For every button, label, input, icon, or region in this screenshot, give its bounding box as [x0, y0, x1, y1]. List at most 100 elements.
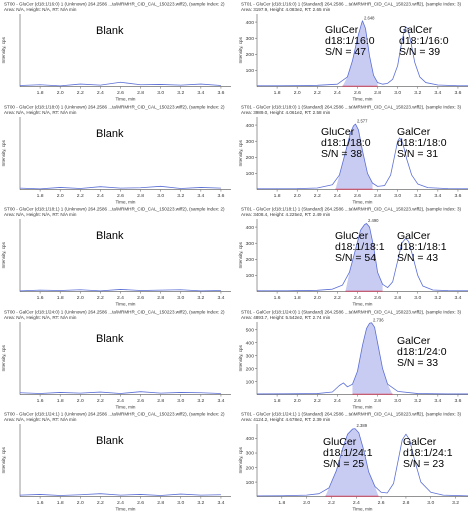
compound-annotation: GalCer	[397, 231, 431, 242]
x-tick-label: 1.6	[274, 295, 281, 301]
compound-annotation: GluCer	[321, 127, 355, 138]
x-tick-label: 2.4	[354, 295, 361, 301]
x-tick-label: 3.6	[454, 398, 461, 404]
integrated-peak-area	[325, 429, 379, 497]
chromatogram-svg: ST00 - GluCer (d18:1/18:0) 1 (Unknown) 2…	[1, 104, 231, 204]
blank-label: Blank	[96, 230, 124, 242]
x-tick-label: 3.2	[434, 295, 441, 301]
y-tick-label: 100	[246, 480, 255, 486]
chromatogram-panel-sample-2: ST01 - GluCer (d18:1/18:1) 1 (Standard) …	[237, 205, 474, 307]
y-tick-label: 200	[246, 366, 255, 372]
x-axis-label: Time, min	[353, 199, 373, 204]
y-tick-label: 300	[246, 138, 255, 144]
chromatogram-svg: ST00 - GalCer (d18:1/24:0) 1 (Unknown) 2…	[1, 309, 231, 409]
peak-rt-label: 2.648	[364, 15, 375, 20]
panel-header-line2: Area: 3989.0, Height: 4.061e2, RT: 2.58 …	[241, 110, 331, 115]
x-tick-label: 2.2	[314, 90, 321, 96]
x-tick-label: 2.6	[117, 193, 124, 199]
blank-label: Blank	[96, 25, 124, 37]
chromatogram-panel-sample-4: ST01 - GluCer (d18:1/24:1) 1 (Standard) …	[237, 410, 474, 512]
x-tick-label: 3.0	[157, 90, 164, 96]
panel-header-line2: Area: N/A, Height: N/A, RT: N/A min	[4, 110, 77, 115]
x-tick-label: 1.8	[274, 193, 281, 199]
x-tick-label: 2.6	[378, 500, 385, 506]
x-axis-label: Time, min	[353, 507, 373, 512]
y-tick-label: 400	[246, 20, 255, 26]
x-tick-label: 3.6	[217, 90, 224, 96]
x-tick-label: 2.4	[97, 193, 104, 199]
y-tick-label: 400	[246, 340, 255, 346]
x-tick-label: 2.8	[374, 90, 381, 96]
x-tick-label: 3.2	[452, 500, 459, 506]
x-tick-label: 2.4	[334, 398, 341, 404]
y-tick-label: 100	[246, 68, 255, 74]
x-tick-label: 3.4	[434, 193, 441, 199]
y-tick-label: 100	[246, 273, 255, 279]
x-tick-label: 3.2	[197, 295, 204, 301]
chromatogram-trace	[257, 20, 468, 87]
y-tick-label: 400	[246, 122, 255, 128]
x-axis-label: Time, min	[353, 404, 373, 409]
integrated-peak-area	[342, 20, 378, 87]
y-tick-label: 200	[246, 52, 255, 58]
chromatogram-svg: ST00 - GluCer (d18:1/16:0) 1 (Unknown) 2…	[1, 1, 231, 102]
compound-annotation: S/N = 43	[397, 253, 438, 264]
y-tick-label: 500	[246, 327, 255, 333]
x-tick-label: 2.8	[402, 500, 409, 506]
y-axis-label: Intensity, cps	[238, 447, 243, 474]
x-tick-label: 3.4	[197, 193, 204, 199]
chromatogram-panel-blank-4: ST00 - GluCer (d18:1/24:1) 1 (Unknown) 2…	[0, 410, 237, 512]
x-tick-label: 3.6	[454, 193, 461, 199]
x-axis-label: Time, min	[353, 302, 373, 307]
x-tick-label: 2.2	[77, 193, 84, 199]
y-axis-label: Intensity, cps	[238, 344, 243, 371]
compound-annotation: d18:1/18:0	[397, 138, 447, 149]
y-tick-label: 200	[246, 155, 255, 161]
x-axis-label: Time, min	[116, 302, 136, 307]
x-tick-label: 2.4	[117, 398, 124, 404]
chromatogram-svg: ST01 - GluCer (d18:1/24:1) 1 (Standard) …	[238, 412, 469, 512]
compound-annotation: S/N = 25	[323, 459, 364, 470]
x-tick-label: 2.6	[354, 90, 361, 96]
x-axis-label: Time, min	[353, 97, 373, 102]
compound-annotation: S/N = 23	[403, 459, 444, 470]
x-tick-label: 2.0	[294, 193, 301, 199]
chromatogram-svg: ST01 - GluCer (d18:1/18:0) 1 (Standard) …	[238, 104, 468, 204]
x-tick-label: 2.2	[328, 500, 335, 506]
x-tick-label: 2.4	[334, 193, 341, 199]
chromatogram-panel-blank-2: ST00 - GluCer (d18:1/18:1) 1 (Unknown) 2…	[0, 205, 237, 307]
x-tick-label: 2.0	[314, 295, 321, 301]
compound-annotation: GluCer	[323, 437, 357, 448]
panel-header-line1: ST01 - GluCer (d18:1/16:0) 1 (Standard) …	[241, 1, 462, 6]
compound-annotation: GalCer	[403, 437, 437, 448]
x-tick-label: 3.2	[197, 398, 204, 404]
compound-annotation: d18:1/18:1	[335, 242, 385, 253]
y-tick-label: 100	[246, 379, 255, 385]
panel-header-line1: ST00 - GluCer (d18:1/18:0) 1 (Unknown) 2…	[4, 104, 225, 109]
x-tick-label: 2.0	[294, 90, 301, 96]
x-tick-label: 1.8	[278, 500, 285, 506]
x-tick-label: 2.8	[374, 193, 381, 199]
x-tick-label: 2.6	[137, 295, 144, 301]
x-tick-label: 3.2	[414, 90, 421, 96]
x-tick-label: 2.0	[294, 398, 301, 404]
chromatogram-svg: ST01 - GalCer (d18:1/24:0) 1 (Standard) …	[238, 309, 468, 409]
x-tick-label: 2.2	[97, 500, 104, 506]
compound-annotation: GalCer	[397, 336, 431, 347]
compound-annotation: S/N = 39	[399, 47, 440, 58]
chromatogram-panel-blank-1: ST00 - GluCer (d18:1/18:0) 1 (Unknown) 2…	[0, 103, 237, 205]
x-tick-label: 2.2	[334, 295, 341, 301]
x-tick-label: 3.0	[427, 500, 434, 506]
compound-annotation: S/N = 33	[397, 358, 438, 369]
x-tick-label: 3.0	[394, 90, 401, 96]
x-tick-label: 2.0	[57, 90, 64, 96]
compound-annotation: d18:1/18:1	[397, 242, 447, 253]
x-tick-label: 2.0	[77, 500, 84, 506]
compound-annotation: S/N = 47	[325, 47, 366, 58]
y-tick-label: 400	[246, 437, 255, 443]
x-tick-label: 2.8	[157, 398, 164, 404]
y-tick-label: 300	[246, 451, 255, 457]
panel-header-line1: ST01 - GluCer (d18:1/18:1) 1 (Standard) …	[241, 207, 462, 212]
x-tick-label: 2.8	[137, 90, 144, 96]
